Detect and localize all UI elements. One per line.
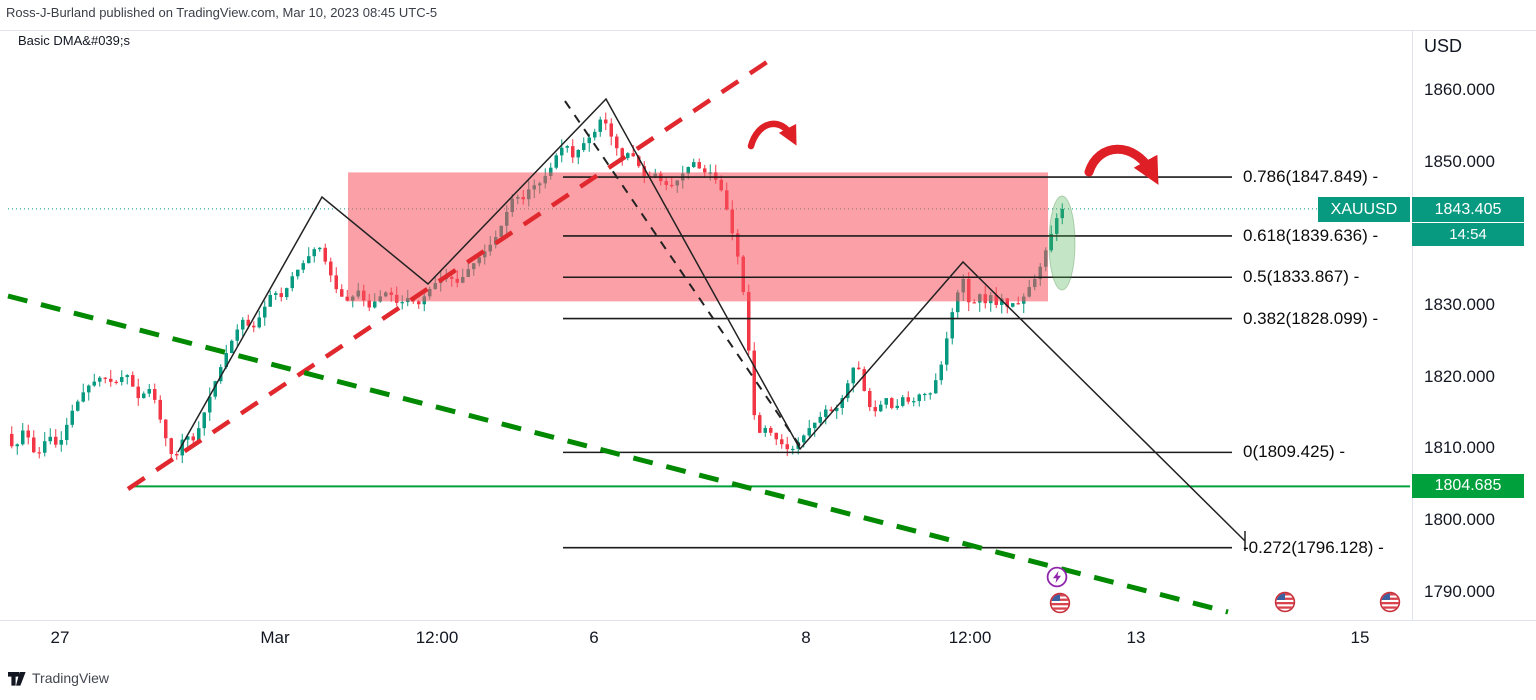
us-flag-event-icon[interactable] — [1276, 593, 1295, 612]
price-tick-label: 1800.000 — [1424, 509, 1495, 529]
time-tick-label: 12:00 — [948, 628, 992, 647]
last-price-badge: 1843.405 — [1412, 197, 1524, 222]
ascending-support-red — [126, 56, 775, 491]
horizontal-line-price-badge: 1804.685 — [1412, 474, 1524, 498]
fib-level-label: 0(1809.425) - — [1243, 442, 1346, 462]
currency-label: USD — [1424, 36, 1463, 56]
fib-level-label: 0.618(1839.636) - — [1243, 225, 1379, 245]
price-tick-label: 1810.000 — [1424, 438, 1495, 458]
time-tick-label: 8 — [801, 628, 811, 647]
time-tick-label: 15 — [1350, 628, 1370, 647]
red-curved-arrow-large — [1084, 144, 1159, 185]
time-tick-label: 12:00 — [415, 628, 459, 647]
red-curved-arrow-small — [747, 120, 797, 150]
price-tick-label: 1860.000 — [1424, 80, 1495, 99]
chart-bottom-border — [0, 620, 1536, 621]
supply-zone — [348, 172, 1048, 302]
fib-level-label: 0.786(1847.849) - — [1243, 167, 1379, 187]
fib-level-label: -0.272(1796.128) - — [1243, 537, 1384, 557]
descending-black-dashed — [564, 100, 801, 447]
chart-title: Basic DMA&#039;s — [18, 33, 130, 48]
publish-attribution: Ross-J-Burland published on TradingView.… — [6, 5, 438, 20]
price-tick-label: 1790.000 — [1424, 581, 1495, 601]
footer: TradingView — [8, 669, 109, 687]
price-scale-border — [1412, 30, 1413, 620]
us-flag-event-icon[interactable] — [1381, 593, 1400, 612]
power-event-icon[interactable] — [1046, 566, 1068, 588]
price-tick-label: 1850.000 — [1424, 151, 1495, 171]
chart-top-border — [0, 30, 1536, 31]
fib-level-label: 0.5(1833.867) - — [1243, 267, 1360, 287]
price-tick-label: 1820.000 — [1424, 366, 1495, 386]
us-flag-event-icon[interactable] — [1051, 594, 1070, 613]
breakout-highlight — [1048, 195, 1076, 291]
symbol-name-badge: XAUUSD — [1318, 197, 1410, 222]
price-tick-label: 1830.000 — [1424, 294, 1495, 314]
time-tick-label: Mar — [260, 628, 290, 647]
time-tick-label: 6 — [589, 628, 599, 647]
time-tick-label: 27 — [50, 628, 70, 647]
time-tick-label: 13 — [1126, 628, 1146, 647]
descending-resistance-green — [7, 293, 1229, 615]
tradingview-logo-icon[interactable] — [8, 669, 26, 687]
fib-level-label: 0.382(1828.099) - — [1243, 308, 1379, 328]
tradingview-wordmark[interactable]: TradingView — [32, 670, 110, 686]
bar-countdown-badge: 14:54 — [1412, 223, 1524, 246]
elliott-zigzag-black — [177, 97, 1246, 542]
